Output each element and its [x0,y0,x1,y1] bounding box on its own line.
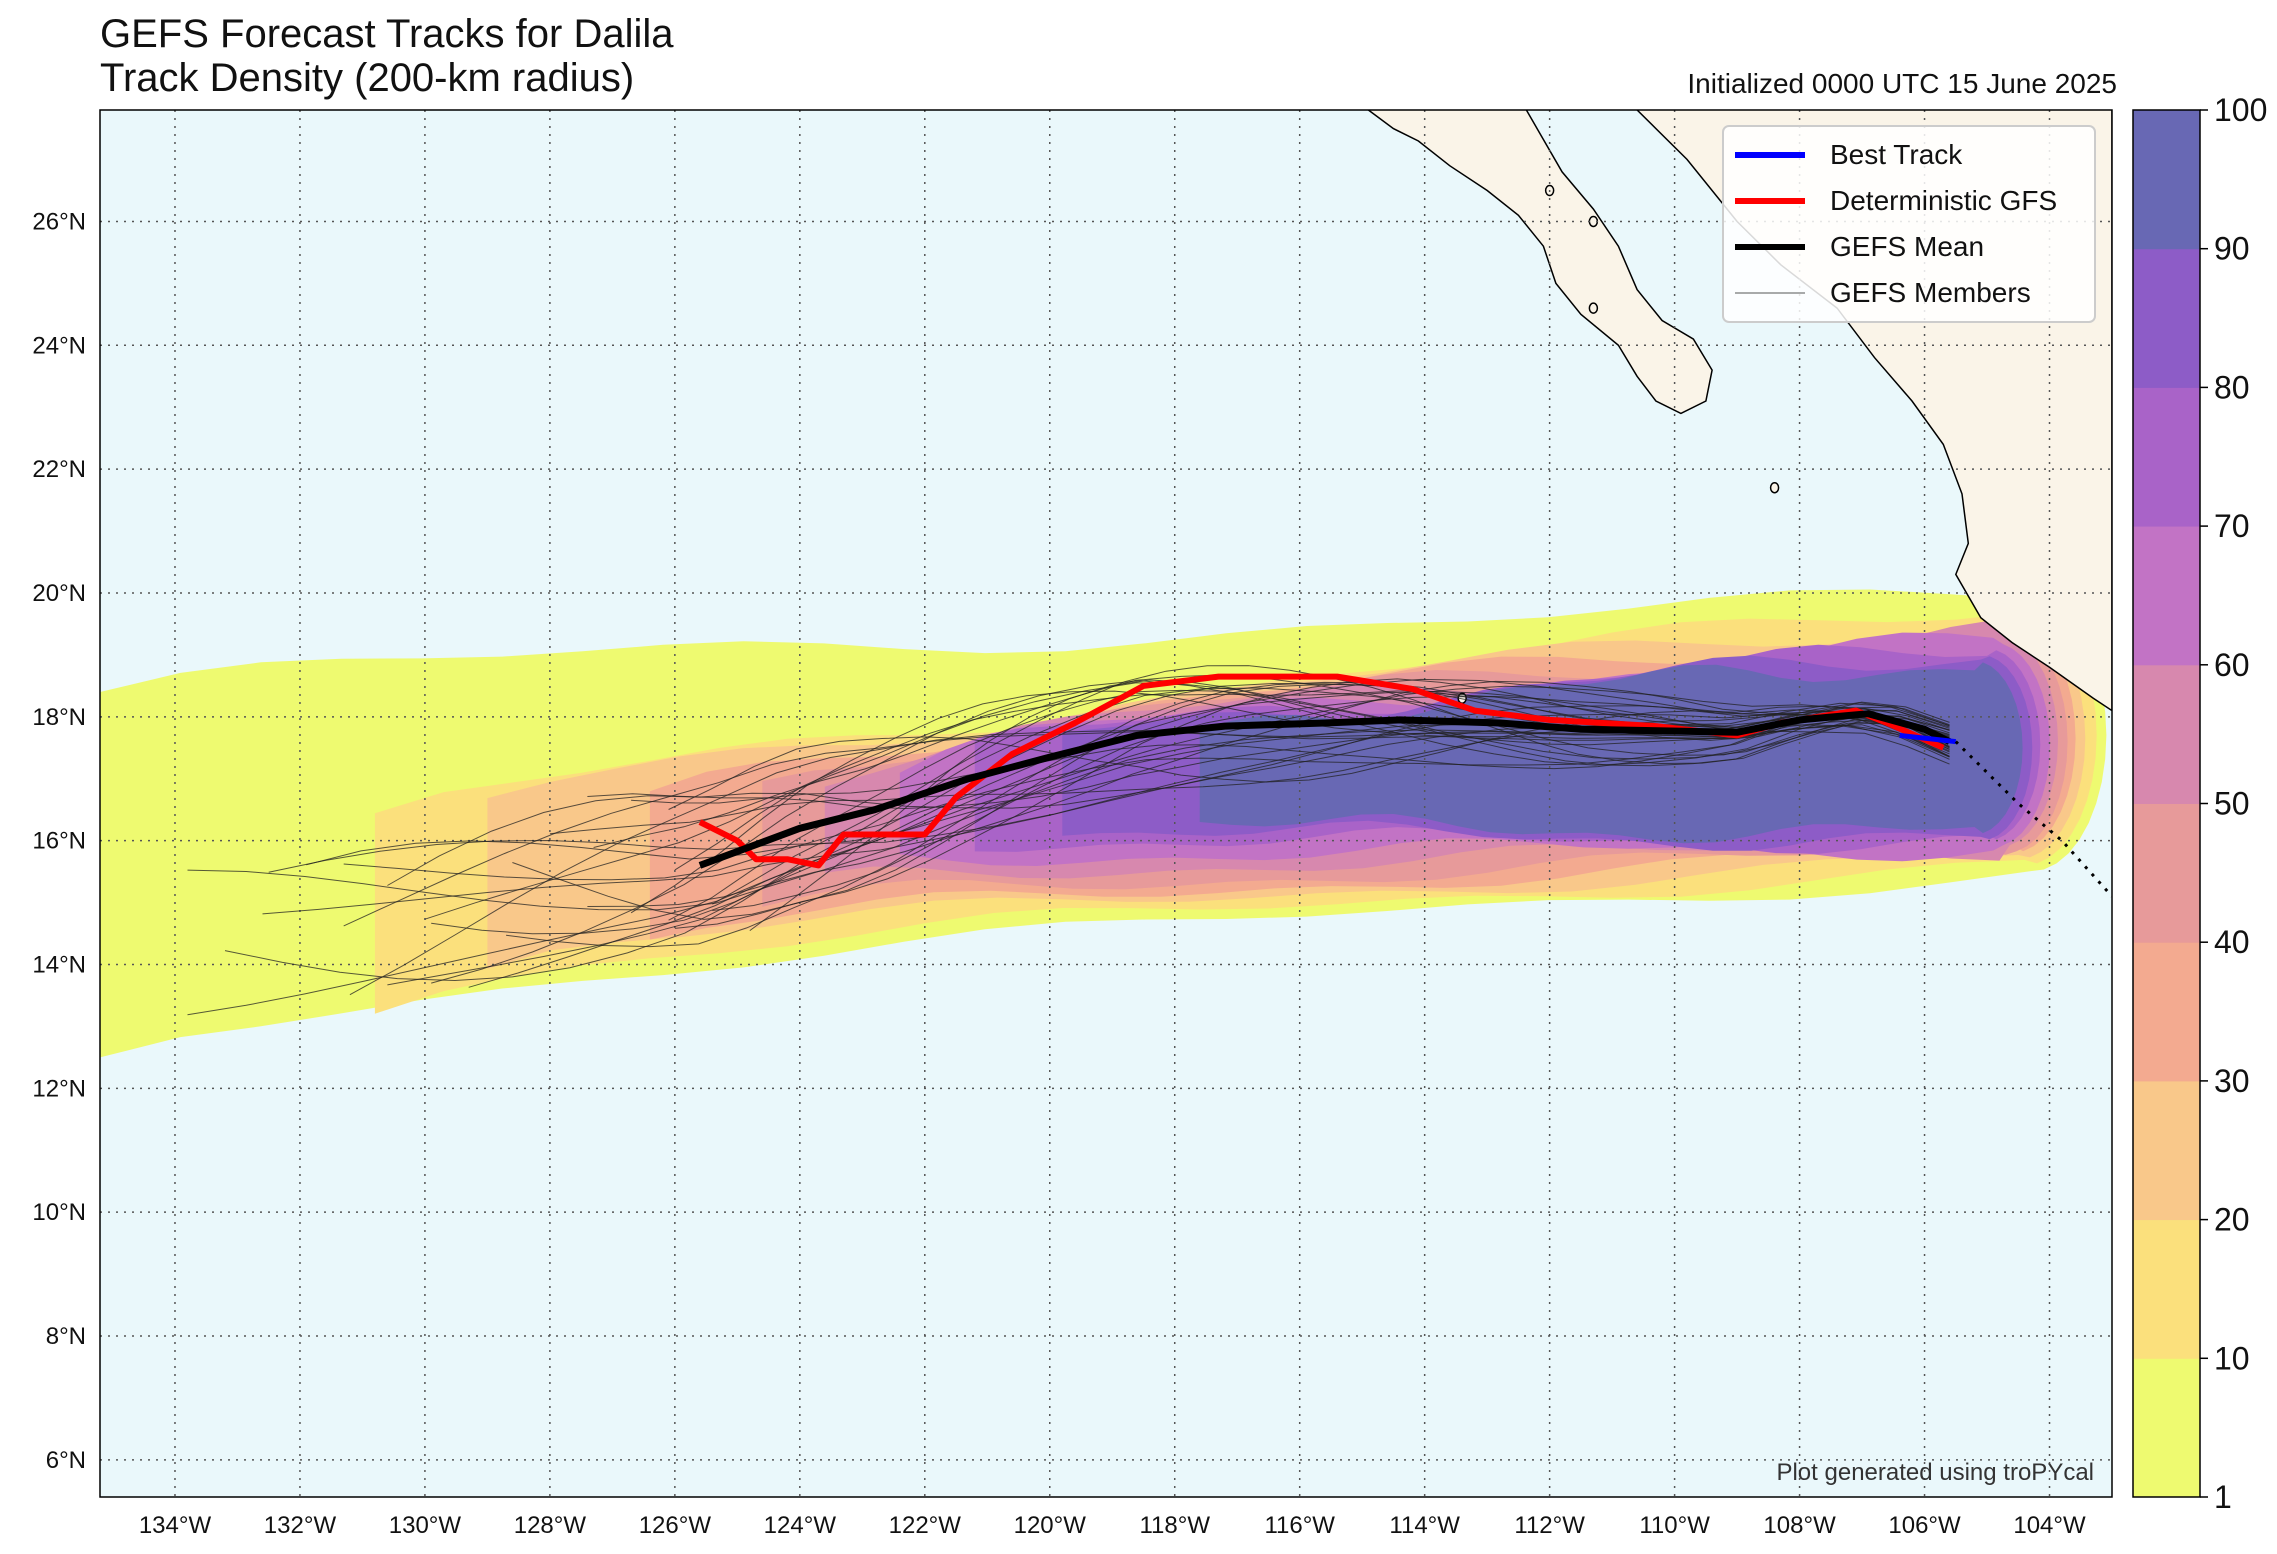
baja-california-land [1367,110,1713,415]
longitude-tick-label: 118°W [1139,1512,1210,1539]
island [1769,481,1780,494]
longitude-tick-label: 130°W [389,1512,462,1539]
longitude-tick-label: 124°W [764,1512,837,1539]
island [1588,302,1599,314]
density-band [1199,662,2023,844]
colorbar-tick-label: 60 [2214,647,2250,683]
latitude-tick-label: 12°N [32,1075,86,1102]
colorbar-segment [2133,1358,2200,1498]
longitude-tick-label: 108°W [1763,1512,1836,1539]
colorbar-segment [2133,1219,2200,1359]
latitude-tick-label: 24°N [32,332,86,359]
colorbar-segment [2133,387,2200,527]
colorbar-segment [2133,803,2200,943]
colorbar-segment [2133,664,2200,804]
latitude-tick-label: 10°N [32,1199,86,1226]
colorbar-tick-label: 10 [2214,1340,2250,1376]
best-track [1899,732,1957,745]
longitude-tick-label: 128°W [514,1512,587,1539]
longitude-tick-label: 116°W [1264,1512,1335,1539]
gefs-member-track [512,683,1950,920]
colorbar-segment [2133,110,2200,250]
track-density-layer [100,589,2107,1058]
colorbar: 1 10 20 30 40 50 60 70 80 90 100 [2132,92,2267,1515]
latitude-tick-label: 26°N [32,208,86,235]
latitude-tick-label: 8°N [46,1323,86,1350]
gefs-member-track [549,710,1950,835]
longitude-tick-label: 134°W [139,1512,212,1539]
gefs-member-track [668,705,1950,810]
latitude-tick-label: 20°N [32,580,86,607]
legend-label: Best Track [1830,139,1963,170]
colorbar-segment [2133,1080,2200,1221]
colorbar-tick-label: 70 [2214,508,2250,544]
gefs-member-track [431,691,1950,935]
axis-tick-labels: 134°W 132°W 130°W 128°W 126°W 124°W 122°W 120°W… [32,208,2086,1539]
colorbar-segment [2133,942,2200,1082]
credit-text: Plot generated using troPYcal [1776,1459,2094,1486]
colorbar-segment [2133,248,2200,388]
longitude-tick-label: 104°W [2013,1512,2086,1539]
longitude-tick-label: 106°W [1888,1512,1961,1539]
gefs-member-track [343,710,1950,881]
chart-subtitle: Track Density (200-km radius) [100,56,635,100]
latitude-tick-label: 22°N [32,456,86,483]
colorbar-tick-label: 1 [2214,1479,2232,1515]
latitude-tick-label: 6°N [46,1447,86,1474]
gefs-member-track [187,678,1950,1016]
latitude-tick-label: 14°N [32,951,86,978]
colorbar-tick-label: 100 [2214,92,2267,128]
longitude-tick-label: 114°W [1389,1512,1460,1539]
latitude-tick-label: 18°N [32,704,86,731]
gefs-member-track [387,682,1950,986]
gefs-member-track [424,682,1950,920]
gefs-member-track [712,695,1950,911]
chart-title: GEFS Forecast Tracks for Dalila [100,12,674,56]
gefs-mean-track [698,710,1952,869]
latitude-tick-label: 16°N [32,828,86,855]
colorbar-tick-label: 30 [2214,1063,2250,1099]
initialized-time: Initialized 0000 UTC 15 June 2025 [1687,68,2117,99]
longitude-tick-label: 132°W [264,1512,337,1539]
gefs-member-track [468,685,1950,988]
longitude-tick-label: 110°W [1639,1512,1710,1539]
map-area [100,110,2112,1497]
legend-frame [1722,125,2096,323]
legend-label: GEFS Mean [1830,231,1984,262]
legend-label: Deterministic GFS [1830,185,2057,216]
colorbar-tick-label: 50 [2214,786,2250,822]
map-frame [99,109,2113,1498]
longitude-tick-label: 122°W [889,1512,962,1539]
colorbar-tick-label: 20 [2214,1202,2250,1238]
colorbar-segment [2133,526,2200,666]
legend-label: GEFS Members [1830,277,2031,308]
official-forecast-track [1954,740,2112,898]
colorbar-tick-label: 80 [2214,369,2250,405]
gefs-member-track [431,680,1950,984]
gefs-member-track [668,689,1950,921]
longitude-tick-label: 120°W [1014,1512,1087,1539]
colorbar-tick-label: 90 [2214,231,2250,267]
gefs-member-track [268,710,1950,873]
longitude-tick-label: 112°W [1514,1512,1585,1539]
longitude-tick-label: 126°W [639,1512,712,1539]
legend: Best Track Deterministic GFS GEFS Mean GEFS… [1722,125,2096,323]
main-tracks [698,673,2112,898]
colorbar-tick-label: 40 [2214,924,2250,960]
